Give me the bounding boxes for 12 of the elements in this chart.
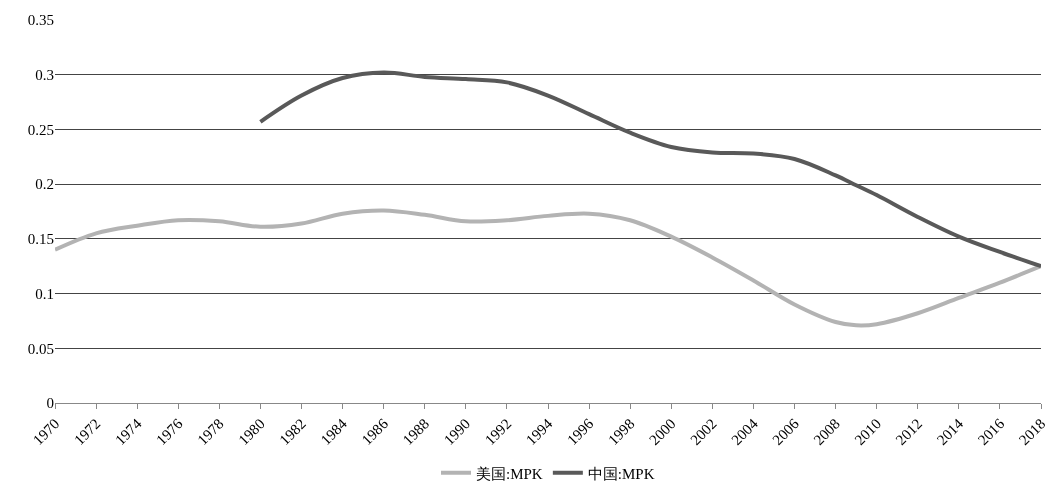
y-tick-label: 0.25 [27,121,54,138]
legend-label: 中国:MPK [587,465,655,482]
y-tick-label: 0.3 [35,66,54,83]
y-tick-label: 0.05 [27,340,54,357]
y-tick-label: 0.2 [35,176,54,193]
y-tick-label: 0 [46,395,54,412]
y-tick-label: 0.1 [35,285,54,302]
y-tick-label: 0.35 [27,12,54,29]
line-series [55,208,1041,328]
y-tick-label: 0.15 [27,231,54,248]
line-series [258,70,1041,269]
legend-label: 美国:MPK [476,465,543,482]
